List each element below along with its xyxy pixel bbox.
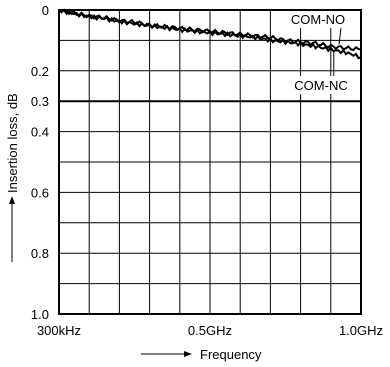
x-axis-label: Frequency [200, 347, 262, 362]
y-tick-label: 0 [42, 3, 49, 18]
series-label-com-nc: COM-NC [294, 78, 347, 93]
y-tick-label: 0.6 [31, 185, 49, 200]
series-lines [58, 8, 362, 60]
grid [59, 10, 361, 314]
x-tick-label: 300kHz [37, 323, 81, 338]
y-tick-label: 0.4 [31, 125, 49, 140]
y-tick-label: 0.2 [31, 64, 49, 79]
y-tick-label: 1.0 [31, 307, 49, 322]
x-tick-label: 0.5GHz [188, 323, 232, 338]
series-label-bg [290, 11, 347, 28]
x-tick-label: 1.0GHz [339, 323, 383, 338]
series-line-com-nc [58, 8, 362, 60]
y-tick-label: 0.3 [31, 94, 49, 109]
y-tick-label: 0.8 [31, 246, 49, 261]
x-axis-title-group: Frequency [141, 347, 262, 362]
leader-line-com-no [338, 27, 342, 45]
y-axis-arrow-icon [9, 196, 15, 204]
plot-frame [58, 9, 362, 315]
plot-border [58, 9, 362, 315]
y-axis-label: Insertion loss, dB [5, 93, 20, 193]
y-axis-title-group: Insertion loss, dB [5, 93, 20, 262]
x-axis-arrow-icon [184, 351, 192, 357]
series-label-com-no: COM-NO [291, 12, 345, 27]
series-label-bg [290, 76, 352, 94]
